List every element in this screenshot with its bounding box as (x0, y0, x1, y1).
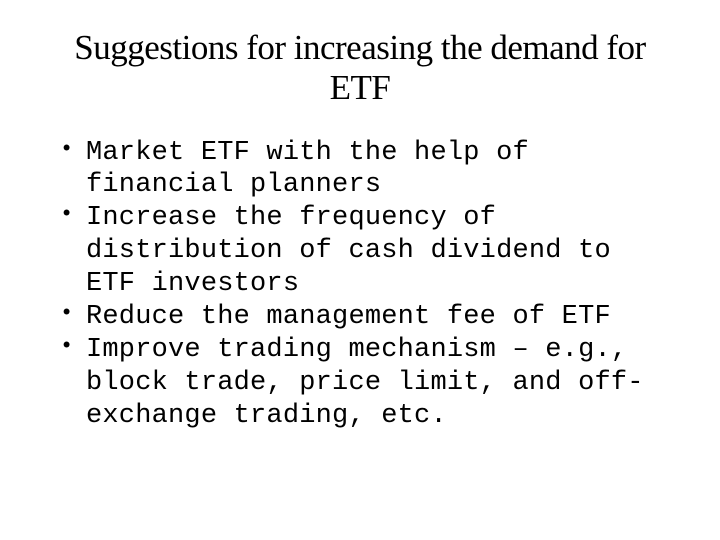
bullet-item: Increase the frequency of distribution o… (48, 202, 672, 301)
bullet-list: Market ETF with the help of financial pl… (48, 137, 672, 433)
bullet-item: Improve trading mechanism – e.g., block … (48, 334, 672, 433)
bullet-item: Market ETF with the help of financial pl… (48, 137, 672, 203)
bullet-item: Reduce the management fee of ETF (48, 301, 672, 334)
slide-title: Suggestions for increasing the demand fo… (48, 28, 672, 109)
